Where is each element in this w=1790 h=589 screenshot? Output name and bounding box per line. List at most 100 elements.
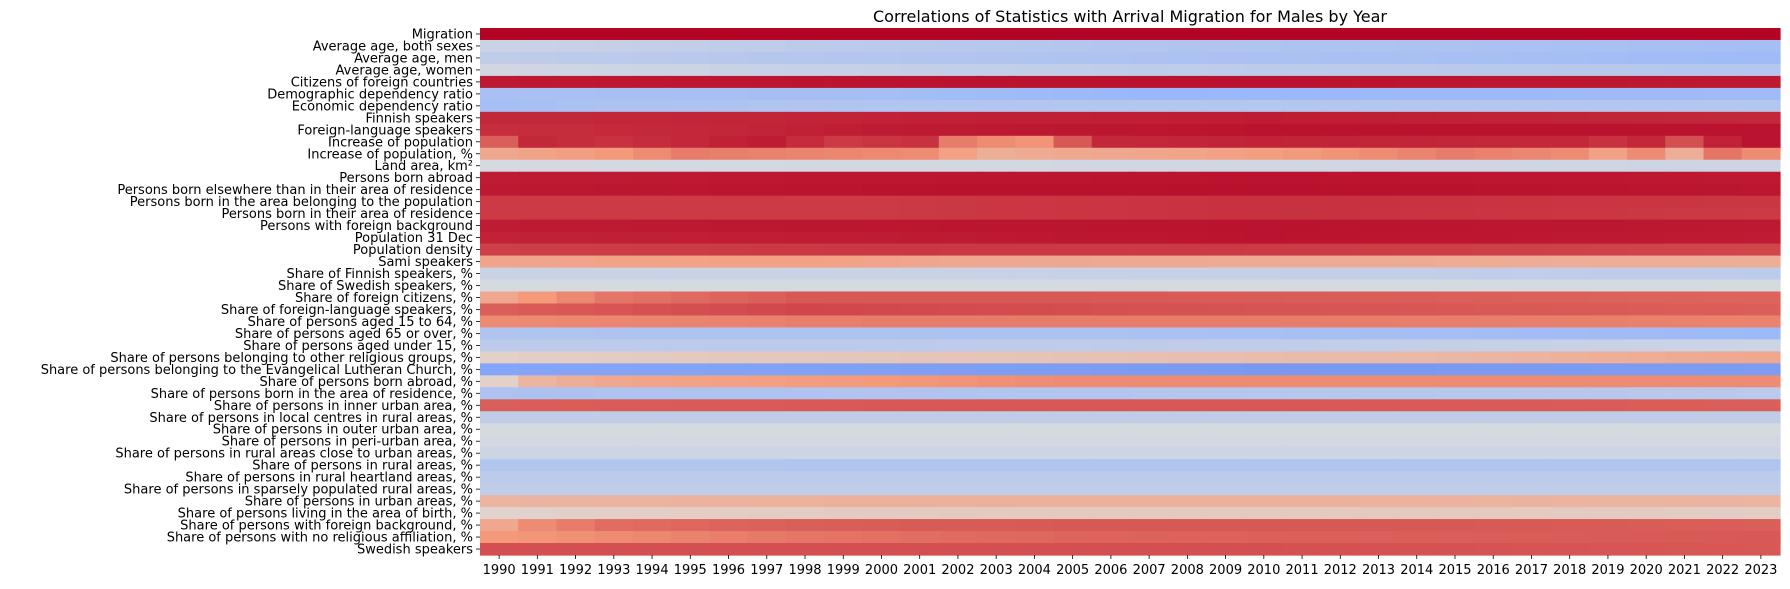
heatmap-cell [1206, 423, 1246, 436]
heatmap-cell [1741, 231, 1781, 245]
heatmap-cell [1359, 543, 1399, 556]
heatmap-cell [1053, 375, 1093, 388]
heatmap-cell [1053, 195, 1093, 209]
heatmap-cell [824, 123, 863, 137]
y-tick-label: Persons with foreign background [260, 219, 473, 234]
heatmap-cell [709, 291, 749, 305]
heatmap-cell [1665, 435, 1705, 448]
y-tick-label: Increase of population [328, 135, 473, 150]
heatmap-cell [1588, 75, 1628, 89]
heatmap-cell [1053, 231, 1093, 245]
heatmap-cell [1321, 411, 1361, 424]
heatmap-cell [1053, 291, 1093, 305]
heatmap-cell [1588, 28, 1628, 41]
heatmap-cell [1091, 303, 1131, 317]
heatmap-cell [1627, 135, 1666, 149]
heatmap-cell [1665, 375, 1705, 388]
heatmap-cell [1435, 39, 1475, 53]
heatmap-cell [747, 111, 787, 125]
heatmap-cell [900, 159, 940, 173]
heatmap-cell [1321, 447, 1361, 460]
heatmap-cell [1435, 195, 1475, 209]
heatmap-cell [1588, 183, 1628, 197]
heatmap-cell [1550, 99, 1590, 113]
heatmap-cell [1512, 435, 1552, 448]
heatmap-cell [556, 39, 596, 53]
heatmap-cell [1359, 495, 1399, 508]
heatmap-cell [1512, 363, 1552, 376]
heatmap-cell [594, 519, 634, 532]
heatmap-cell [1130, 543, 1169, 556]
heatmap-cell [518, 315, 558, 329]
heatmap-cell [1474, 123, 1513, 137]
heatmap-cell [671, 28, 711, 41]
heatmap-cell [977, 255, 1016, 269]
heatmap-cell [938, 447, 978, 460]
heatmap-cell [862, 171, 902, 185]
heatmap-cell [632, 28, 672, 41]
heatmap-cell [1206, 75, 1246, 89]
heatmap-cell [1321, 279, 1361, 293]
heatmap-cell [1130, 291, 1169, 305]
heatmap-cell [1282, 507, 1322, 520]
heatmap-cell [1550, 147, 1590, 161]
heatmap-cell [632, 375, 672, 388]
heatmap-cell [480, 171, 519, 185]
heatmap-cell [862, 315, 902, 329]
heatmap-cell [1741, 435, 1781, 448]
heatmap-cell [1397, 495, 1437, 508]
heatmap-cell [556, 339, 596, 352]
heatmap-cell [480, 159, 519, 173]
heatmap-cell [709, 99, 749, 113]
heatmap-cell [1130, 111, 1169, 125]
heatmap-cell [785, 543, 825, 556]
x-tick-label: 2006 [1094, 563, 1127, 578]
heatmap-cell [1550, 351, 1590, 364]
heatmap-cell [556, 171, 596, 185]
heatmap-cell [709, 243, 749, 257]
heatmap-cell [632, 495, 672, 508]
heatmap-cell [709, 351, 749, 364]
heatmap-cell [1321, 231, 1361, 245]
heatmap-cell [1015, 411, 1055, 424]
y-tick-label: Share of persons in rural areas, % [252, 459, 473, 474]
heatmap-cell [1168, 339, 1208, 352]
heatmap-cell [632, 63, 672, 77]
heatmap-cell [747, 75, 787, 89]
heatmap-cell [556, 327, 596, 341]
heatmap-cell [1091, 411, 1131, 424]
heatmap-cell [1703, 171, 1743, 185]
heatmap-cell [1091, 375, 1131, 388]
heatmap-cell [785, 387, 825, 400]
heatmap-cell [480, 255, 519, 269]
heatmap-cell [1550, 495, 1590, 508]
heatmap-cell [1550, 327, 1590, 341]
heatmap-cell [1206, 135, 1246, 149]
heatmap-cell [632, 315, 672, 329]
heatmap-cell [518, 231, 558, 245]
heatmap-cell [1703, 51, 1743, 65]
heatmap-cell [1321, 63, 1361, 77]
heatmap-cell [556, 51, 596, 65]
heatmap-cell [709, 315, 749, 329]
heatmap-cell [1474, 495, 1513, 508]
heatmap-cell [938, 159, 978, 173]
heatmap-cell [1435, 207, 1475, 221]
heatmap-cell [1053, 207, 1093, 221]
heatmap-cell [1474, 147, 1513, 161]
heatmap-cell [1244, 207, 1284, 221]
heatmap-cell [785, 375, 825, 388]
heatmap-cell [480, 399, 519, 412]
heatmap-cell [1512, 135, 1552, 149]
y-tick-label: Share of persons born abroad, % [259, 375, 473, 390]
y-tick-label: Increase of population, % [307, 147, 473, 162]
heatmap-cell [900, 375, 940, 388]
heatmap-cell [1282, 63, 1322, 77]
heatmap-cell [1206, 303, 1246, 317]
heatmap-cell [671, 531, 711, 544]
heatmap-cell [1741, 63, 1781, 77]
heatmap-cell [671, 183, 711, 197]
heatmap-cell [556, 351, 596, 364]
heatmap-cell [632, 507, 672, 520]
heatmap-cell [1397, 171, 1437, 185]
